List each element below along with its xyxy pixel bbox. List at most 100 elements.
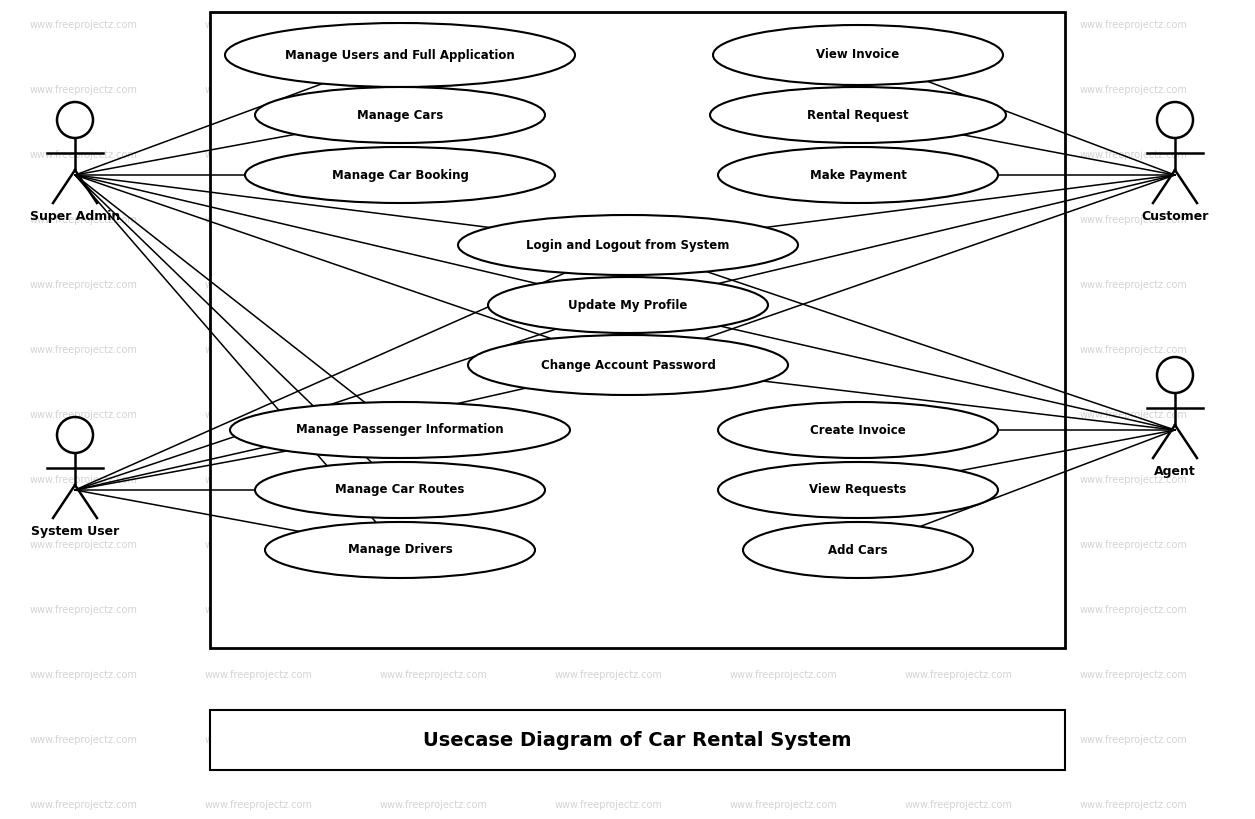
Text: www.freeprojectz.com: www.freeprojectz.com (1081, 85, 1188, 95)
Text: www.freeprojectz.com: www.freeprojectz.com (1081, 345, 1188, 355)
Text: www.freeprojectz.com: www.freeprojectz.com (1081, 540, 1188, 550)
Text: Super Admin: Super Admin (30, 210, 120, 223)
Ellipse shape (458, 215, 798, 275)
Text: www.freeprojectz.com: www.freeprojectz.com (30, 540, 138, 550)
Text: Change Account Password: Change Account Password (541, 359, 715, 372)
Text: www.freeprojectz.com: www.freeprojectz.com (30, 670, 138, 680)
Text: www.freeprojectz.com: www.freeprojectz.com (205, 475, 312, 485)
Text: www.freeprojectz.com: www.freeprojectz.com (555, 540, 663, 550)
Text: www.freeprojectz.com: www.freeprojectz.com (730, 605, 838, 615)
Text: www.freeprojectz.com: www.freeprojectz.com (205, 345, 312, 355)
Text: www.freeprojectz.com: www.freeprojectz.com (905, 735, 1013, 745)
Text: www.freeprojectz.com: www.freeprojectz.com (380, 215, 488, 225)
Text: www.freeprojectz.com: www.freeprojectz.com (380, 735, 488, 745)
Text: www.freeprojectz.com: www.freeprojectz.com (905, 670, 1013, 680)
Ellipse shape (718, 462, 998, 518)
Text: www.freeprojectz.com: www.freeprojectz.com (730, 150, 838, 160)
Text: www.freeprojectz.com: www.freeprojectz.com (555, 410, 663, 420)
Ellipse shape (225, 23, 575, 87)
Ellipse shape (710, 87, 1007, 143)
Text: www.freeprojectz.com: www.freeprojectz.com (905, 215, 1013, 225)
Text: www.freeprojectz.com: www.freeprojectz.com (30, 475, 138, 485)
Text: www.freeprojectz.com: www.freeprojectz.com (905, 800, 1013, 810)
Text: www.freeprojectz.com: www.freeprojectz.com (555, 670, 663, 680)
Text: www.freeprojectz.com: www.freeprojectz.com (30, 735, 138, 745)
Text: www.freeprojectz.com: www.freeprojectz.com (205, 150, 312, 160)
Text: www.freeprojectz.com: www.freeprojectz.com (730, 475, 838, 485)
Text: Customer: Customer (1141, 210, 1209, 223)
Text: www.freeprojectz.com: www.freeprojectz.com (905, 605, 1013, 615)
Text: www.freeprojectz.com: www.freeprojectz.com (205, 735, 312, 745)
Text: www.freeprojectz.com: www.freeprojectz.com (555, 20, 663, 30)
Text: www.freeprojectz.com: www.freeprojectz.com (1081, 20, 1188, 30)
Text: www.freeprojectz.com: www.freeprojectz.com (205, 670, 312, 680)
Bar (210, 12, 1065, 648)
Text: www.freeprojectz.com: www.freeprojectz.com (380, 345, 488, 355)
Text: Usecase Diagram of Car Rental System: Usecase Diagram of Car Rental System (423, 731, 852, 749)
Ellipse shape (468, 335, 788, 395)
Text: www.freeprojectz.com: www.freeprojectz.com (730, 280, 838, 290)
Text: Create Invoice: Create Invoice (811, 423, 906, 437)
Text: www.freeprojectz.com: www.freeprojectz.com (905, 20, 1013, 30)
Text: www.freeprojectz.com: www.freeprojectz.com (730, 800, 838, 810)
Text: www.freeprojectz.com: www.freeprojectz.com (905, 345, 1013, 355)
Text: www.freeprojectz.com: www.freeprojectz.com (205, 605, 312, 615)
Text: www.freeprojectz.com: www.freeprojectz.com (380, 540, 488, 550)
Text: www.freeprojectz.com: www.freeprojectz.com (205, 20, 312, 30)
Text: www.freeprojectz.com: www.freeprojectz.com (1081, 215, 1188, 225)
Text: www.freeprojectz.com: www.freeprojectz.com (380, 670, 488, 680)
Text: www.freeprojectz.com: www.freeprojectz.com (205, 85, 312, 95)
Text: Update My Profile: Update My Profile (569, 298, 688, 311)
Ellipse shape (255, 87, 545, 143)
Text: www.freeprojectz.com: www.freeprojectz.com (1081, 605, 1188, 615)
Text: www.freeprojectz.com: www.freeprojectz.com (30, 410, 138, 420)
Ellipse shape (488, 277, 768, 333)
Text: www.freeprojectz.com: www.freeprojectz.com (730, 20, 838, 30)
Text: www.freeprojectz.com: www.freeprojectz.com (1081, 670, 1188, 680)
Text: www.freeprojectz.com: www.freeprojectz.com (555, 215, 663, 225)
Text: www.freeprojectz.com: www.freeprojectz.com (380, 800, 488, 810)
Text: www.freeprojectz.com: www.freeprojectz.com (555, 280, 663, 290)
Text: System User: System User (31, 525, 119, 538)
Text: Manage Car Booking: Manage Car Booking (331, 169, 468, 182)
Text: www.freeprojectz.com: www.freeprojectz.com (30, 85, 138, 95)
Text: www.freeprojectz.com: www.freeprojectz.com (905, 475, 1013, 485)
Text: www.freeprojectz.com: www.freeprojectz.com (555, 85, 663, 95)
Text: www.freeprojectz.com: www.freeprojectz.com (30, 215, 138, 225)
Text: www.freeprojectz.com: www.freeprojectz.com (1081, 475, 1188, 485)
Ellipse shape (265, 522, 535, 578)
Ellipse shape (245, 147, 555, 203)
Text: www.freeprojectz.com: www.freeprojectz.com (1081, 280, 1188, 290)
Text: www.freeprojectz.com: www.freeprojectz.com (205, 800, 312, 810)
Text: www.freeprojectz.com: www.freeprojectz.com (905, 410, 1013, 420)
Bar (210, 710, 1065, 770)
Text: www.freeprojectz.com: www.freeprojectz.com (205, 215, 312, 225)
Text: View Requests: View Requests (809, 483, 906, 496)
Text: www.freeprojectz.com: www.freeprojectz.com (205, 410, 312, 420)
Text: www.freeprojectz.com: www.freeprojectz.com (730, 735, 838, 745)
Text: www.freeprojectz.com: www.freeprojectz.com (555, 345, 663, 355)
Text: www.freeprojectz.com: www.freeprojectz.com (905, 150, 1013, 160)
Ellipse shape (255, 462, 545, 518)
Text: www.freeprojectz.com: www.freeprojectz.com (380, 410, 488, 420)
Text: www.freeprojectz.com: www.freeprojectz.com (730, 670, 838, 680)
Text: View Invoice: View Invoice (816, 48, 900, 61)
Text: www.freeprojectz.com: www.freeprojectz.com (30, 345, 138, 355)
Text: www.freeprojectz.com: www.freeprojectz.com (30, 150, 138, 160)
Ellipse shape (713, 25, 1003, 85)
Text: www.freeprojectz.com: www.freeprojectz.com (905, 280, 1013, 290)
Text: www.freeprojectz.com: www.freeprojectz.com (555, 475, 663, 485)
Text: www.freeprojectz.com: www.freeprojectz.com (30, 20, 138, 30)
Text: Rental Request: Rental Request (807, 108, 909, 121)
Text: Manage Cars: Manage Cars (356, 108, 443, 121)
Text: www.freeprojectz.com: www.freeprojectz.com (555, 735, 663, 745)
Text: www.freeprojectz.com: www.freeprojectz.com (905, 540, 1013, 550)
Ellipse shape (718, 402, 998, 458)
Text: www.freeprojectz.com: www.freeprojectz.com (30, 605, 138, 615)
Text: Login and Logout from System: Login and Logout from System (526, 238, 729, 251)
Text: www.freeprojectz.com: www.freeprojectz.com (380, 605, 488, 615)
Text: www.freeprojectz.com: www.freeprojectz.com (380, 280, 488, 290)
Text: www.freeprojectz.com: www.freeprojectz.com (730, 215, 838, 225)
Text: www.freeprojectz.com: www.freeprojectz.com (1081, 410, 1188, 420)
Text: www.freeprojectz.com: www.freeprojectz.com (205, 540, 312, 550)
